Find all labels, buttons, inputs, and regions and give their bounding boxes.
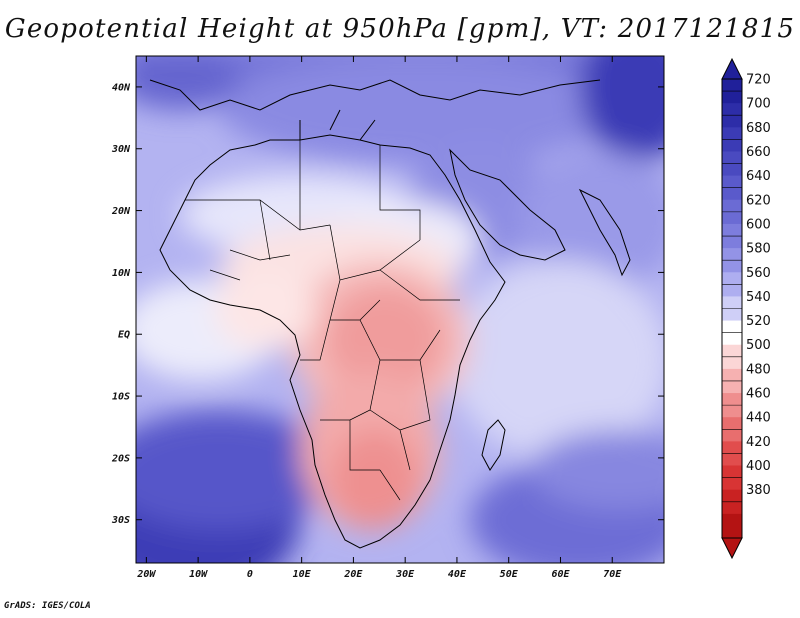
colorbar-label: 620 (746, 193, 771, 208)
lat-tick-label: 10N (112, 268, 131, 279)
lon-tick-label: 0 (247, 569, 253, 580)
colorbar-label: 400 (746, 459, 771, 474)
colorbar-bottom-arrow (721, 537, 743, 560)
plot-frame (135, 55, 665, 564)
colorbar-label: 520 (746, 314, 771, 329)
lat-tick-label: 20N (111, 206, 131, 217)
colorbar-label: 440 (746, 411, 771, 426)
colorbar-label: 640 (746, 169, 771, 184)
colorbar-swatch (722, 513, 742, 539)
lon-tick-label: 10W (189, 569, 208, 580)
colorbar-label: 540 (746, 290, 771, 305)
colorbar-label: 380 (746, 483, 771, 498)
colorbar: 720 700 680 660 640 620 600 580 560 540 520 500 480 4… (721, 57, 771, 560)
lon-tick-label: 10E (293, 569, 312, 580)
colorbar-label: 460 (746, 387, 771, 402)
lat-tick-label: 30N (111, 144, 131, 155)
colorbar-label: 680 (746, 121, 771, 136)
country-borders (185, 140, 460, 501)
lon-tick-label: 20W (136, 569, 156, 580)
colorbar-label: 420 (746, 435, 771, 450)
colorbar-label: 480 (746, 362, 771, 377)
lat-tick-label: EQ (118, 330, 130, 341)
coastlines (149, 79, 631, 549)
longitude-axis: 20W 10W 0 10E 20E 30E 40E 50E 60E 70E (136, 56, 622, 580)
colorbar-label: 580 (746, 242, 771, 257)
colorbar-label: 700 (746, 97, 771, 112)
grads-credit: GrADS: IGES/COLA (4, 601, 91, 611)
colorbar-label: 600 (746, 217, 771, 232)
lon-tick-label: 60E (551, 569, 570, 580)
lon-tick-label: 30E (395, 569, 415, 580)
map-title: Geopotential Height at 950hPa [gpm], VT:… (4, 14, 796, 44)
lat-tick-label: 10S (112, 392, 130, 403)
latitude-axis: 40N 30N 20N 10N EQ 10S 20S 30S (111, 82, 664, 526)
height-field (136, 56, 664, 563)
lat-tick-label: 40N (112, 82, 131, 93)
colorbar-label: 560 (746, 266, 771, 281)
lat-tick-label: 30S (111, 515, 130, 526)
colorbar-label: 500 (746, 338, 771, 353)
lon-tick-label: 40E (448, 569, 467, 580)
lon-tick-label: 70E (603, 569, 622, 580)
colorbar-top-arrow (721, 57, 743, 80)
colorbar-label: 720 (746, 73, 771, 88)
lat-tick-label: 20S (111, 453, 130, 464)
colorbar-label: 660 (746, 145, 771, 160)
lon-tick-label: 50E (500, 569, 519, 580)
lon-tick-label: 20E (343, 569, 363, 580)
